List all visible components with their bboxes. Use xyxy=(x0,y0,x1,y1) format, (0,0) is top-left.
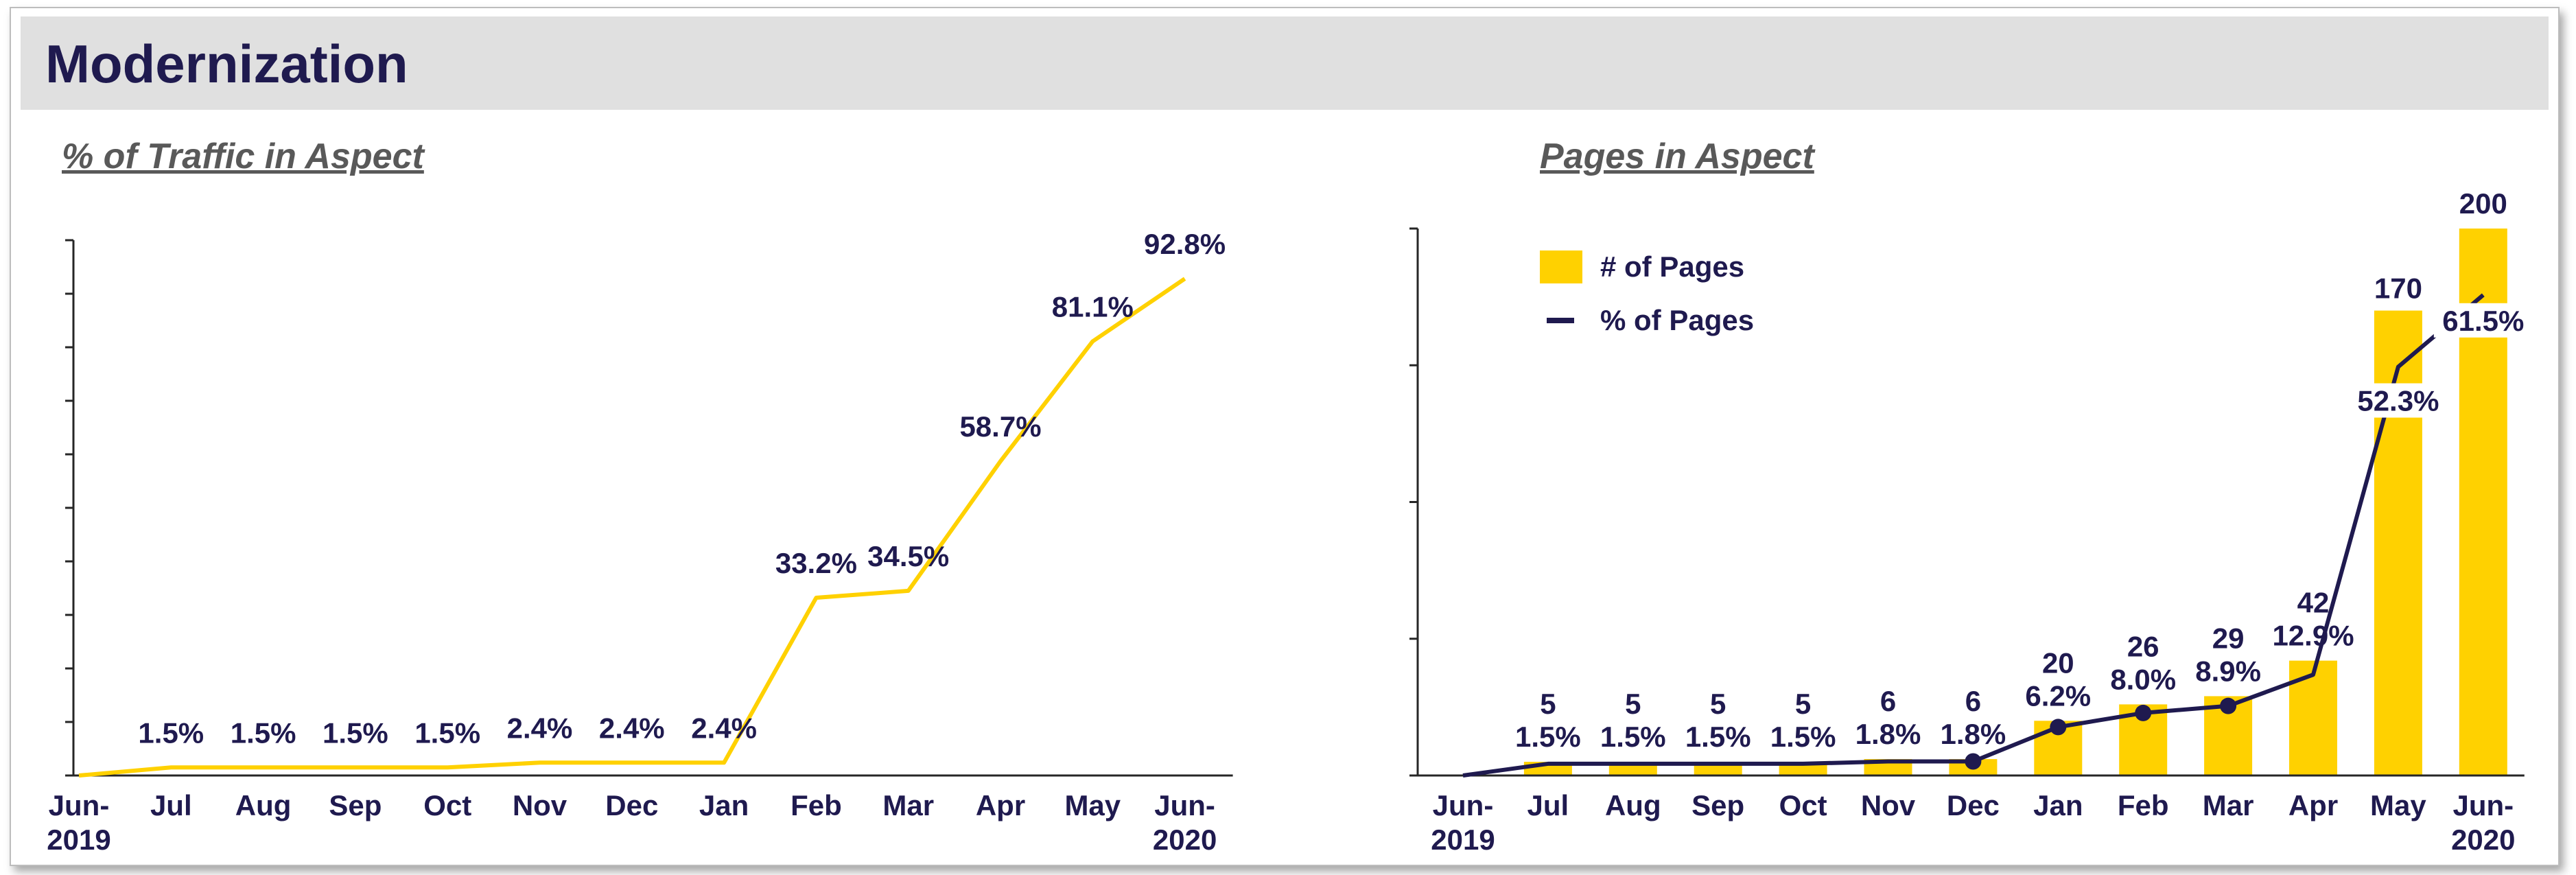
pages-x-tick-label: Feb xyxy=(2118,789,2169,821)
pages-count-label: 200 xyxy=(2459,187,2507,220)
pages-chart-title: Pages in Aspect xyxy=(1540,137,1814,176)
traffic-series-line xyxy=(78,277,1186,778)
pages-x-tick-label: Apr xyxy=(2288,789,2338,821)
pages-percent-label: 1.5% xyxy=(1600,721,1666,753)
pages-percent-label: 8.9% xyxy=(2195,655,2261,687)
pages-percent-marker xyxy=(2050,719,2067,736)
traffic-x-tick-label: Mar xyxy=(882,789,934,821)
pages-bar xyxy=(2289,660,2337,775)
pages-x-tick-label: Jan xyxy=(2033,789,2083,821)
legend-pages-label: # of Pages xyxy=(1600,250,1744,283)
traffic-data-label: 1.5% xyxy=(138,716,204,749)
traffic-x-tick-label: Sep xyxy=(329,789,382,821)
title-bar: Modernization xyxy=(21,16,2549,110)
pages-x-tick-label: May xyxy=(2370,789,2426,821)
pages-percent-label: 8.0% xyxy=(2110,663,2176,695)
pages-bar xyxy=(2374,310,2422,775)
traffic-x-tick-label: May xyxy=(1064,789,1121,821)
pages-percent-marker xyxy=(2135,704,2152,721)
pages-count-label: 170 xyxy=(2374,272,2422,305)
pages-x-tick-label: Jun-2019 xyxy=(1431,789,1495,856)
traffic-x-tick-label: Jun-2019 xyxy=(47,789,110,856)
pages-count-label: 42 xyxy=(2297,587,2330,619)
pages-percent-label: 1.5% xyxy=(1770,721,1836,753)
pages-percent-label: 61.5% xyxy=(2442,305,2524,337)
pages-percent-label-bg xyxy=(2433,303,2533,338)
traffic-x-tick-label: Jun-2020 xyxy=(1153,789,1217,856)
pages-count-label: 20 xyxy=(2042,646,2074,679)
traffic-data-label: 33.2% xyxy=(775,547,857,579)
traffic-x-tick-label: Oct xyxy=(423,789,471,821)
traffic-x-tick-label: Aug xyxy=(235,789,292,821)
legend-percent-label: % of Pages xyxy=(1600,304,1754,336)
pages-percent-label: 52.3% xyxy=(2357,385,2439,417)
pages-count-label: 5 xyxy=(1540,688,1556,720)
pages-x-tick-label: Jul xyxy=(1527,789,1569,821)
traffic-data-label: 58.7% xyxy=(959,410,1041,443)
pages-count-label: 5 xyxy=(1795,688,1811,720)
modernization-panel: Modernization xyxy=(10,7,2560,866)
traffic-chart-title: % of Traffic in Aspect xyxy=(62,137,424,176)
pages-x-tick-label: Oct xyxy=(1779,789,1827,821)
pages-percent-marker xyxy=(1965,753,1982,770)
traffic-data-label: 81.1% xyxy=(1052,290,1134,323)
traffic-data-label: 2.4% xyxy=(691,712,757,744)
pages-count-label: 29 xyxy=(2212,622,2245,654)
traffic-data-label: 1.5% xyxy=(323,716,388,749)
traffic-x-tick-label: Feb xyxy=(791,789,842,821)
pages-count-label: 6 xyxy=(1965,685,1981,717)
traffic-data-label: 2.4% xyxy=(507,712,573,744)
pages-x-tick-label: Aug xyxy=(1605,789,1661,821)
traffic-data-label: 1.5% xyxy=(414,716,480,749)
pages-x-tick-label: Mar xyxy=(2203,789,2254,821)
legend-pages-swatch xyxy=(1540,250,1582,283)
pages-x-tick-label: Sep xyxy=(1691,789,1744,821)
traffic-x-tick-label: Jul xyxy=(150,789,192,821)
pages-percent-label: 1.8% xyxy=(1855,718,1921,750)
traffic-x-tick-label: Dec xyxy=(605,789,658,821)
pages-count-label: 26 xyxy=(2127,630,2159,662)
pages-percent-label: 1.5% xyxy=(1515,721,1581,753)
pages-count-label: 5 xyxy=(1625,688,1641,720)
traffic-x-tick-label: Nov xyxy=(513,789,567,821)
traffic-data-label: 2.4% xyxy=(599,712,665,744)
pages-x-tick-label: Dec xyxy=(1947,789,2000,821)
traffic-x-tick-label: Jan xyxy=(699,789,749,821)
traffic-data-label: 34.5% xyxy=(867,540,949,572)
pages-percent-label: 12.9% xyxy=(2272,620,2354,652)
traffic-x-tick-label: Apr xyxy=(976,789,1025,821)
pages-percent-marker xyxy=(2220,697,2237,714)
page-title: Modernization xyxy=(45,34,408,94)
pages-x-tick-label: Jun-2020 xyxy=(2451,789,2515,856)
traffic-data-label: 92.8% xyxy=(1144,228,1226,260)
traffic-data-label: 1.5% xyxy=(231,716,296,749)
pages-count-label: 6 xyxy=(1880,685,1896,717)
pages-percent-label: 6.2% xyxy=(2025,679,2091,712)
pages-x-tick-label: Nov xyxy=(1861,789,1916,821)
pages-percent-label-bg xyxy=(2348,383,2448,418)
pages-count-label: 5 xyxy=(1710,688,1726,720)
pages-percent-label: 1.5% xyxy=(1685,721,1751,753)
pages-percent-label: 1.8% xyxy=(1941,718,2006,750)
